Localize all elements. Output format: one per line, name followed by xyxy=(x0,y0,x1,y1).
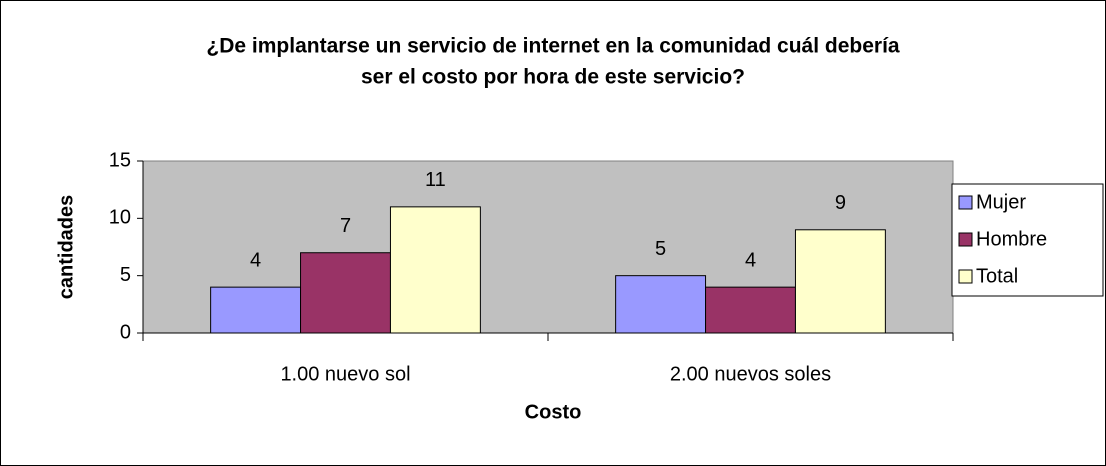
legend-label: Total xyxy=(976,265,1018,287)
value-label: 4 xyxy=(745,249,756,271)
y-tick-label: 5 xyxy=(120,264,131,286)
bar xyxy=(794,229,886,334)
x-tick-label: 2.00 nuevos soles xyxy=(670,363,831,385)
y-tick-label: 0 xyxy=(120,321,131,343)
bar xyxy=(210,286,302,334)
legend-box xyxy=(951,183,1104,297)
y-tick-label: 15 xyxy=(109,149,131,171)
x-tick-label: 1.00 nuevo sol xyxy=(280,363,410,385)
y-tick-label: 10 xyxy=(109,207,131,229)
value-label: 9 xyxy=(835,192,846,214)
y-axis-label: cantidades xyxy=(55,195,77,299)
legend-label: Hombre xyxy=(976,228,1047,250)
bar xyxy=(300,252,391,334)
bar xyxy=(615,275,707,334)
legend-swatch xyxy=(958,232,973,247)
bar xyxy=(389,206,481,334)
legend-swatch xyxy=(958,269,973,284)
legend-swatch xyxy=(958,195,973,210)
value-label: 4 xyxy=(250,249,261,271)
value-label: 5 xyxy=(655,238,666,260)
value-label: 11 xyxy=(425,169,446,191)
x-axis-label: Costo xyxy=(525,401,582,423)
legend-label: Mujer xyxy=(976,191,1026,213)
chart-title: ser el costo por hora de este servicio? xyxy=(361,66,745,89)
bar xyxy=(705,286,796,334)
value-label: 7 xyxy=(340,215,351,237)
chart-title: ¿De implantarse un servicio de internet … xyxy=(206,35,900,58)
